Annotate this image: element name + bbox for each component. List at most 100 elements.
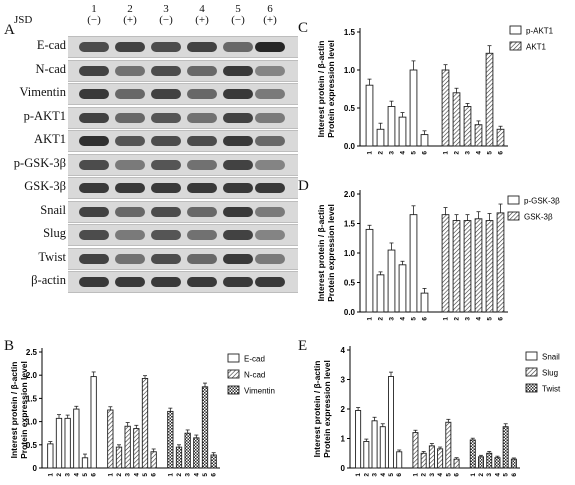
blot-band xyxy=(79,112,109,123)
y-tick-label: 2 xyxy=(341,405,346,414)
x-tick-label: 3 xyxy=(389,151,396,155)
panel-letter-b: B xyxy=(4,338,15,354)
bar xyxy=(496,212,505,313)
x-tick-label: 6 xyxy=(422,317,429,321)
legend-label: AKT1 xyxy=(526,43,547,52)
blot-band xyxy=(223,89,253,99)
x-tick-label: 5 xyxy=(388,473,395,477)
bar xyxy=(201,386,209,469)
lane-header-5: 5 (−) xyxy=(226,4,250,26)
y-axis-label: Interest protein / β-actin xyxy=(312,361,322,458)
blot-band xyxy=(187,42,217,52)
x-tick-label: 2 xyxy=(378,317,385,321)
blot-strip xyxy=(68,224,298,246)
bar xyxy=(396,451,403,469)
x-tick-label: 3 xyxy=(389,317,396,321)
bar xyxy=(175,446,183,469)
lane-number: 2 xyxy=(127,3,133,15)
bar xyxy=(81,457,89,469)
x-tick-label: 5 xyxy=(503,473,510,477)
bar xyxy=(150,451,157,469)
x-tick-label: 2 xyxy=(421,473,428,477)
x-tick-label: 3 xyxy=(65,473,72,477)
x-tick-label: 2 xyxy=(176,473,183,477)
y-tick-label: 1.5 xyxy=(26,394,38,403)
x-tick-label: 2 xyxy=(378,151,385,155)
legend-swatch xyxy=(227,385,240,395)
blot-band xyxy=(151,159,181,170)
x-tick-label: 1 xyxy=(47,473,54,477)
y-tick-label: 2.5 xyxy=(26,348,38,357)
blot-strip xyxy=(68,153,298,176)
blot-band xyxy=(223,183,253,193)
x-tick-label: 1 xyxy=(355,473,362,477)
blot-band xyxy=(223,112,253,123)
blot-band xyxy=(187,89,217,99)
bar xyxy=(445,421,452,469)
y-tick-label: 1 xyxy=(341,435,346,444)
blot-band xyxy=(223,159,253,170)
x-tick-label: 4 xyxy=(193,473,200,477)
blot-band xyxy=(187,206,217,217)
bar xyxy=(398,116,407,147)
blot-band xyxy=(79,230,109,240)
x-tick-label: 2 xyxy=(363,473,370,477)
x-tick-label: 4 xyxy=(476,317,483,321)
chart-panel-c: Interest protein / β-actin Protein expres… xyxy=(316,25,554,155)
bar xyxy=(409,69,418,147)
blot-band xyxy=(151,206,181,217)
bar xyxy=(428,445,435,469)
bar xyxy=(502,426,509,469)
bar xyxy=(363,440,370,469)
bar xyxy=(365,84,374,147)
blot-strip xyxy=(68,83,298,105)
blot-band xyxy=(115,42,145,52)
x-tick-label: 2 xyxy=(454,317,461,321)
blot-band xyxy=(223,136,253,146)
x-tick-label: 3 xyxy=(185,473,192,477)
lane-treatment: (+) xyxy=(195,14,209,26)
blot-strip xyxy=(68,106,298,129)
blot-band xyxy=(255,89,285,99)
x-tick-label: 2 xyxy=(478,473,485,477)
blot-row-label: E-cad xyxy=(36,38,66,52)
blot-row-label: p-GSK-3β xyxy=(13,155,66,170)
bar xyxy=(452,92,461,147)
bar xyxy=(387,249,396,313)
blot-band xyxy=(115,136,145,146)
blot-strip xyxy=(68,130,298,152)
blot-row-label: Vimentin xyxy=(19,85,66,99)
bar xyxy=(379,426,386,469)
blot-row-label: GSK-3β xyxy=(24,179,66,193)
bar xyxy=(463,220,472,313)
x-tick-label: 4 xyxy=(400,151,407,155)
y-tick-label: 1.5 xyxy=(344,28,356,37)
blot-band xyxy=(115,112,145,123)
x-tick-label: 5 xyxy=(202,473,209,477)
bar xyxy=(55,417,63,469)
blot-band xyxy=(79,277,109,287)
x-tick-label: 1 xyxy=(443,151,450,155)
blot-strip xyxy=(68,247,298,270)
bar xyxy=(485,220,494,313)
x-tick-label: 1 xyxy=(367,151,374,155)
x-tick-label: 5 xyxy=(411,151,418,155)
bar xyxy=(496,128,505,147)
x-tick-label: 1 xyxy=(412,473,419,477)
y-axis-label: Protein expression level xyxy=(326,40,336,138)
legend-swatch xyxy=(227,369,240,379)
x-tick-label: 1 xyxy=(367,317,374,321)
blot-strip xyxy=(68,271,298,293)
bar xyxy=(485,52,494,147)
lane-number: 5 xyxy=(235,3,241,15)
bar xyxy=(376,128,385,147)
x-tick-label: 6 xyxy=(498,317,505,321)
legend-label: GSK-3β xyxy=(524,213,553,222)
bar xyxy=(371,420,378,469)
blot-band xyxy=(223,230,253,240)
x-tick-label: 6 xyxy=(511,473,518,477)
blot-row-label: p-AKT1 xyxy=(23,108,66,123)
blot-row-label: Twist xyxy=(38,249,66,264)
legend-swatch xyxy=(525,351,538,361)
blot-strip xyxy=(68,200,298,223)
